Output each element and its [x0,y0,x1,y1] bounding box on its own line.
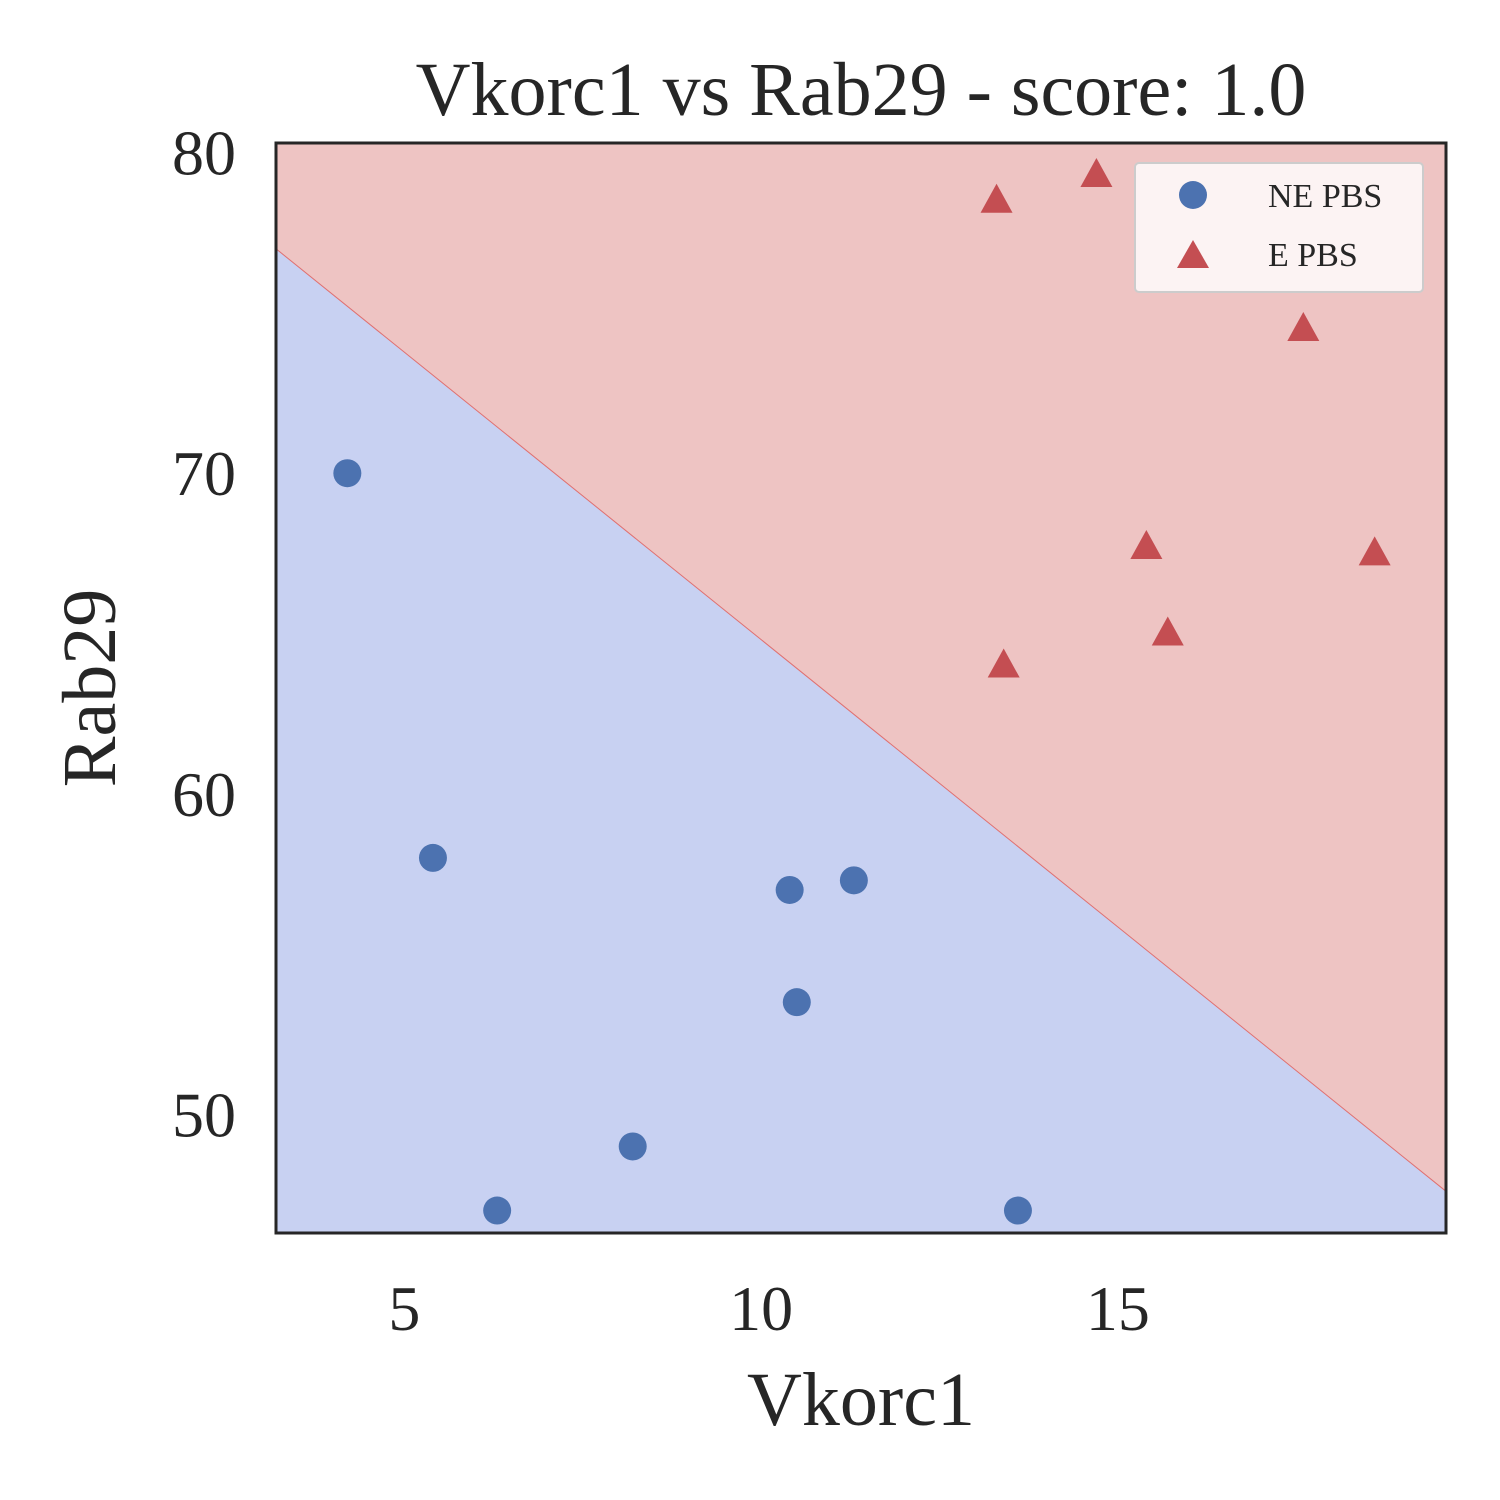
point-e-pbs-5 [1287,311,1320,341]
legend-marker-ne-pbs [1179,181,1207,209]
decision-region-ne [276,248,1446,1233]
point-ne-pbs-6 [839,866,868,895]
decision-boundary-line [276,248,1446,1192]
point-ne-pbs-3 [618,1132,647,1161]
x-axis-ticks: 5 10 15 [388,1273,1149,1344]
point-ne-pbs-4 [775,875,804,904]
point-ne-pbs-0 [333,459,362,488]
legend-label-e-pbs: E PBS [1268,237,1358,274]
legend: NE PBS E PBS [1134,162,1424,293]
point-e-pbs-1 [987,648,1020,678]
y-tick-label-60: 60 [172,759,236,830]
point-ne-pbs-1 [418,843,447,872]
x-axis-label: Vkorc1 [747,1358,975,1442]
x-tick-label-10: 10 [729,1273,793,1344]
legend-label-ne-pbs: NE PBS [1268,178,1382,215]
y-tick-label-50: 50 [172,1079,236,1150]
y-axis-label: Rab29 [48,589,132,787]
point-e-pbs-2 [1080,158,1113,188]
point-ne-pbs-7 [1003,1196,1032,1225]
y-axis-ticks: 50 60 70 80 [172,118,236,1151]
legend-marker-e-pbs [1177,240,1209,268]
plot-frame [274,141,1448,1235]
y-tick-label-80: 80 [172,118,236,189]
y-tick-label-70: 70 [172,438,236,509]
data-points [333,158,1391,1225]
legend-box [1134,162,1424,293]
decision-region-e [276,143,1446,1192]
point-e-pbs-6 [1358,536,1391,566]
x-tick-label-5: 5 [388,1273,420,1344]
x-tick-label-15: 15 [1086,1273,1150,1344]
point-e-pbs-4 [1151,616,1184,646]
point-ne-pbs-5 [782,988,811,1017]
plot-area [276,143,1446,1233]
chart-title: Vkorc1 vs Rab29 - score: 1.0 [416,48,1307,132]
point-e-pbs-0 [980,183,1013,213]
point-ne-pbs-2 [483,1196,512,1225]
point-e-pbs-3 [1130,529,1163,559]
